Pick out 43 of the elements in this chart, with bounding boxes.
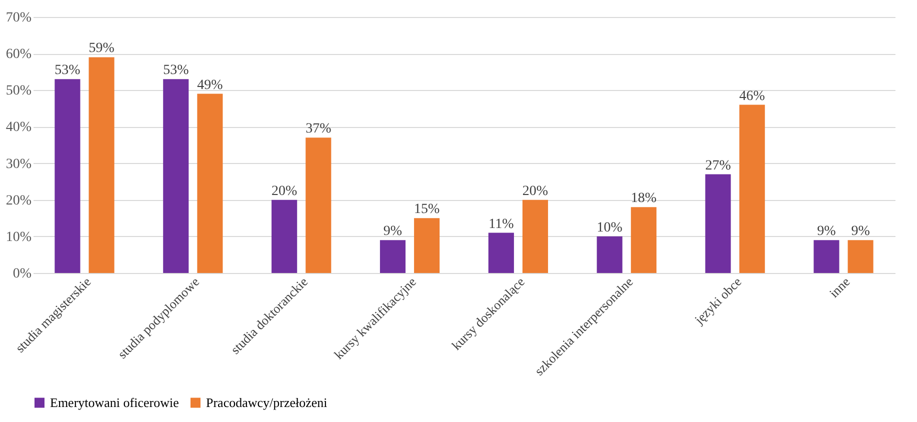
y-tick-label: 30% xyxy=(6,156,32,172)
bar xyxy=(488,232,514,273)
bar xyxy=(54,79,80,273)
bar xyxy=(739,104,765,273)
y-tick-label: 60% xyxy=(6,47,32,62)
data-label: 53% xyxy=(54,63,81,78)
data-label: 10% xyxy=(596,220,623,236)
bar xyxy=(197,94,223,273)
data-label: 27% xyxy=(705,158,732,174)
bar xyxy=(414,218,440,273)
data-label: 59% xyxy=(88,41,115,56)
legend-label: Pracodawcy/przełożeni xyxy=(206,394,328,410)
x-tick-label: inne xyxy=(826,274,853,301)
bar xyxy=(88,57,114,273)
bar xyxy=(705,174,731,273)
data-label: 9% xyxy=(851,224,870,240)
data-label: 18% xyxy=(630,191,657,206)
data-label: 37% xyxy=(306,122,332,137)
y-tick-label: 50% xyxy=(6,84,32,99)
data-label: 15% xyxy=(414,202,440,218)
data-label: 20% xyxy=(271,184,298,199)
data-label: 9% xyxy=(817,224,836,240)
bar xyxy=(306,138,332,273)
bar xyxy=(380,240,406,273)
y-tick-label: 10% xyxy=(6,230,32,245)
bar xyxy=(814,240,840,273)
data-label: 46% xyxy=(739,88,766,104)
data-label: 53% xyxy=(163,63,190,78)
data-label: 20% xyxy=(522,184,548,199)
data-label: 11% xyxy=(488,216,514,232)
data-label: 49% xyxy=(197,78,224,93)
y-tick-label: 70% xyxy=(6,10,32,26)
legend-label: Emerytowani oficerowie xyxy=(50,394,180,410)
bar xyxy=(848,240,874,273)
y-tick-label: 20% xyxy=(6,193,32,208)
bar xyxy=(630,207,656,273)
y-tick-label: 40% xyxy=(6,120,32,136)
bar xyxy=(163,79,189,273)
bar xyxy=(272,200,298,273)
bar xyxy=(596,236,622,273)
bar xyxy=(522,200,548,273)
data-label: 9% xyxy=(383,224,402,240)
y-tick-label: 0% xyxy=(12,266,32,282)
